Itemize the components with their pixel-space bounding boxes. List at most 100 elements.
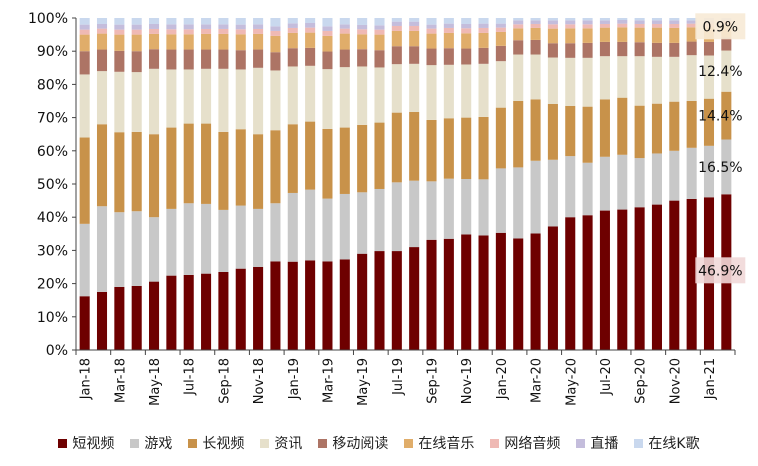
bar-segment (218, 29, 228, 34)
bar-segment (166, 24, 176, 29)
bar-segment (357, 192, 367, 253)
bar-segment (565, 43, 575, 58)
bar-segment (357, 25, 367, 29)
bar-segment (253, 68, 263, 134)
bar-segment (635, 24, 645, 28)
bar-segment (201, 18, 211, 24)
y-tick-label: 60% (37, 144, 68, 160)
bar-segment (600, 99, 610, 156)
bar-segment (617, 24, 627, 28)
bar-segment (496, 108, 506, 169)
bar-segment (531, 18, 541, 20)
bar-segment (392, 26, 402, 31)
bar-segment (357, 125, 367, 192)
legend-swatch (634, 439, 643, 448)
bar-segment (652, 205, 662, 350)
legend-item: 短视频 (58, 433, 114, 453)
bar-segment (444, 179, 454, 239)
bar-segment (444, 239, 454, 350)
bar-segment (184, 24, 194, 29)
bar-segment (270, 70, 280, 130)
bar-segment (392, 64, 402, 112)
bar-segment (583, 28, 593, 43)
legend-label: 网络音频 (504, 433, 560, 453)
bar-segment (479, 235, 489, 350)
bar-segment (426, 181, 436, 239)
bar-segment (669, 151, 679, 201)
y-tick-label: 30% (37, 243, 68, 259)
bar-segment (114, 212, 124, 287)
bar-segment (531, 40, 541, 55)
bar-segment (600, 157, 610, 211)
bar-segment (253, 50, 263, 68)
bar-segment (617, 210, 627, 350)
bar-segment (531, 20, 541, 24)
bar-segment (374, 25, 384, 29)
legend-label: 短视频 (72, 433, 114, 453)
bar-segment (288, 193, 298, 262)
bar-segment (114, 287, 124, 350)
bar-segment (322, 18, 332, 26)
bar-segment (687, 42, 697, 56)
bar-segment (201, 124, 211, 204)
bar-segment (531, 161, 541, 234)
bar-segment (288, 28, 298, 33)
bar-segment (600, 20, 610, 24)
bar-segment (583, 163, 593, 215)
bar-segment (374, 35, 384, 51)
bar-segment (357, 29, 367, 34)
x-tick-label: Mar-18 (113, 358, 128, 403)
bar-segment (652, 57, 662, 104)
x-tick-label: Jul-19 (391, 358, 406, 396)
bar-segment (392, 22, 402, 26)
x-tick-label: May-18 (148, 358, 163, 406)
bar-segment (236, 25, 246, 30)
bar-segment (444, 48, 454, 65)
bar-segment (461, 234, 471, 350)
bar-segment (461, 179, 471, 234)
x-tick-label: Sep-19 (426, 358, 441, 404)
bar-segment (322, 36, 332, 52)
bar-segment (565, 24, 575, 28)
bar-segment (687, 55, 697, 101)
bar-segment (479, 24, 489, 28)
bar-segment (184, 50, 194, 70)
x-tick-label: Mar-19 (321, 358, 336, 403)
bar-segment (253, 267, 263, 350)
bar-segment (132, 18, 142, 25)
bar-segment (496, 168, 506, 232)
legend-item: 直播 (576, 433, 618, 453)
bar-segment (149, 134, 159, 217)
legend-item: 在线K歌 (634, 433, 699, 453)
bar-segment (132, 211, 142, 286)
y-tick-label: 0% (46, 343, 68, 359)
bar-segment (687, 148, 697, 199)
bar-segment (565, 18, 575, 20)
bar-segment (444, 18, 454, 24)
bar-segment (479, 117, 489, 179)
x-tick-label: Jan-21 (703, 358, 718, 400)
bar-segment (513, 40, 523, 54)
bar-segment (652, 104, 662, 154)
y-tick-label: 70% (37, 111, 68, 127)
bar-segment (461, 118, 471, 179)
bar-segment (97, 50, 107, 72)
data-label: 16.5% (698, 160, 742, 176)
bar-segment (201, 34, 211, 50)
bar-segment (201, 274, 211, 350)
legend-item: 长视频 (188, 433, 244, 453)
bar-segment (236, 29, 246, 34)
bar-segment (513, 20, 523, 24)
bar-segment (114, 51, 124, 72)
bar-segment (565, 156, 575, 217)
bar-segment (305, 260, 315, 350)
bar-segment (600, 56, 610, 99)
bar-segment (617, 27, 627, 42)
bar-segment (565, 217, 575, 350)
bar-segment (548, 43, 558, 57)
bar-segment (184, 203, 194, 275)
bar-segment (392, 113, 402, 183)
bar-segment (548, 20, 558, 24)
bar-segment (635, 56, 645, 105)
bar-segment (80, 296, 90, 350)
